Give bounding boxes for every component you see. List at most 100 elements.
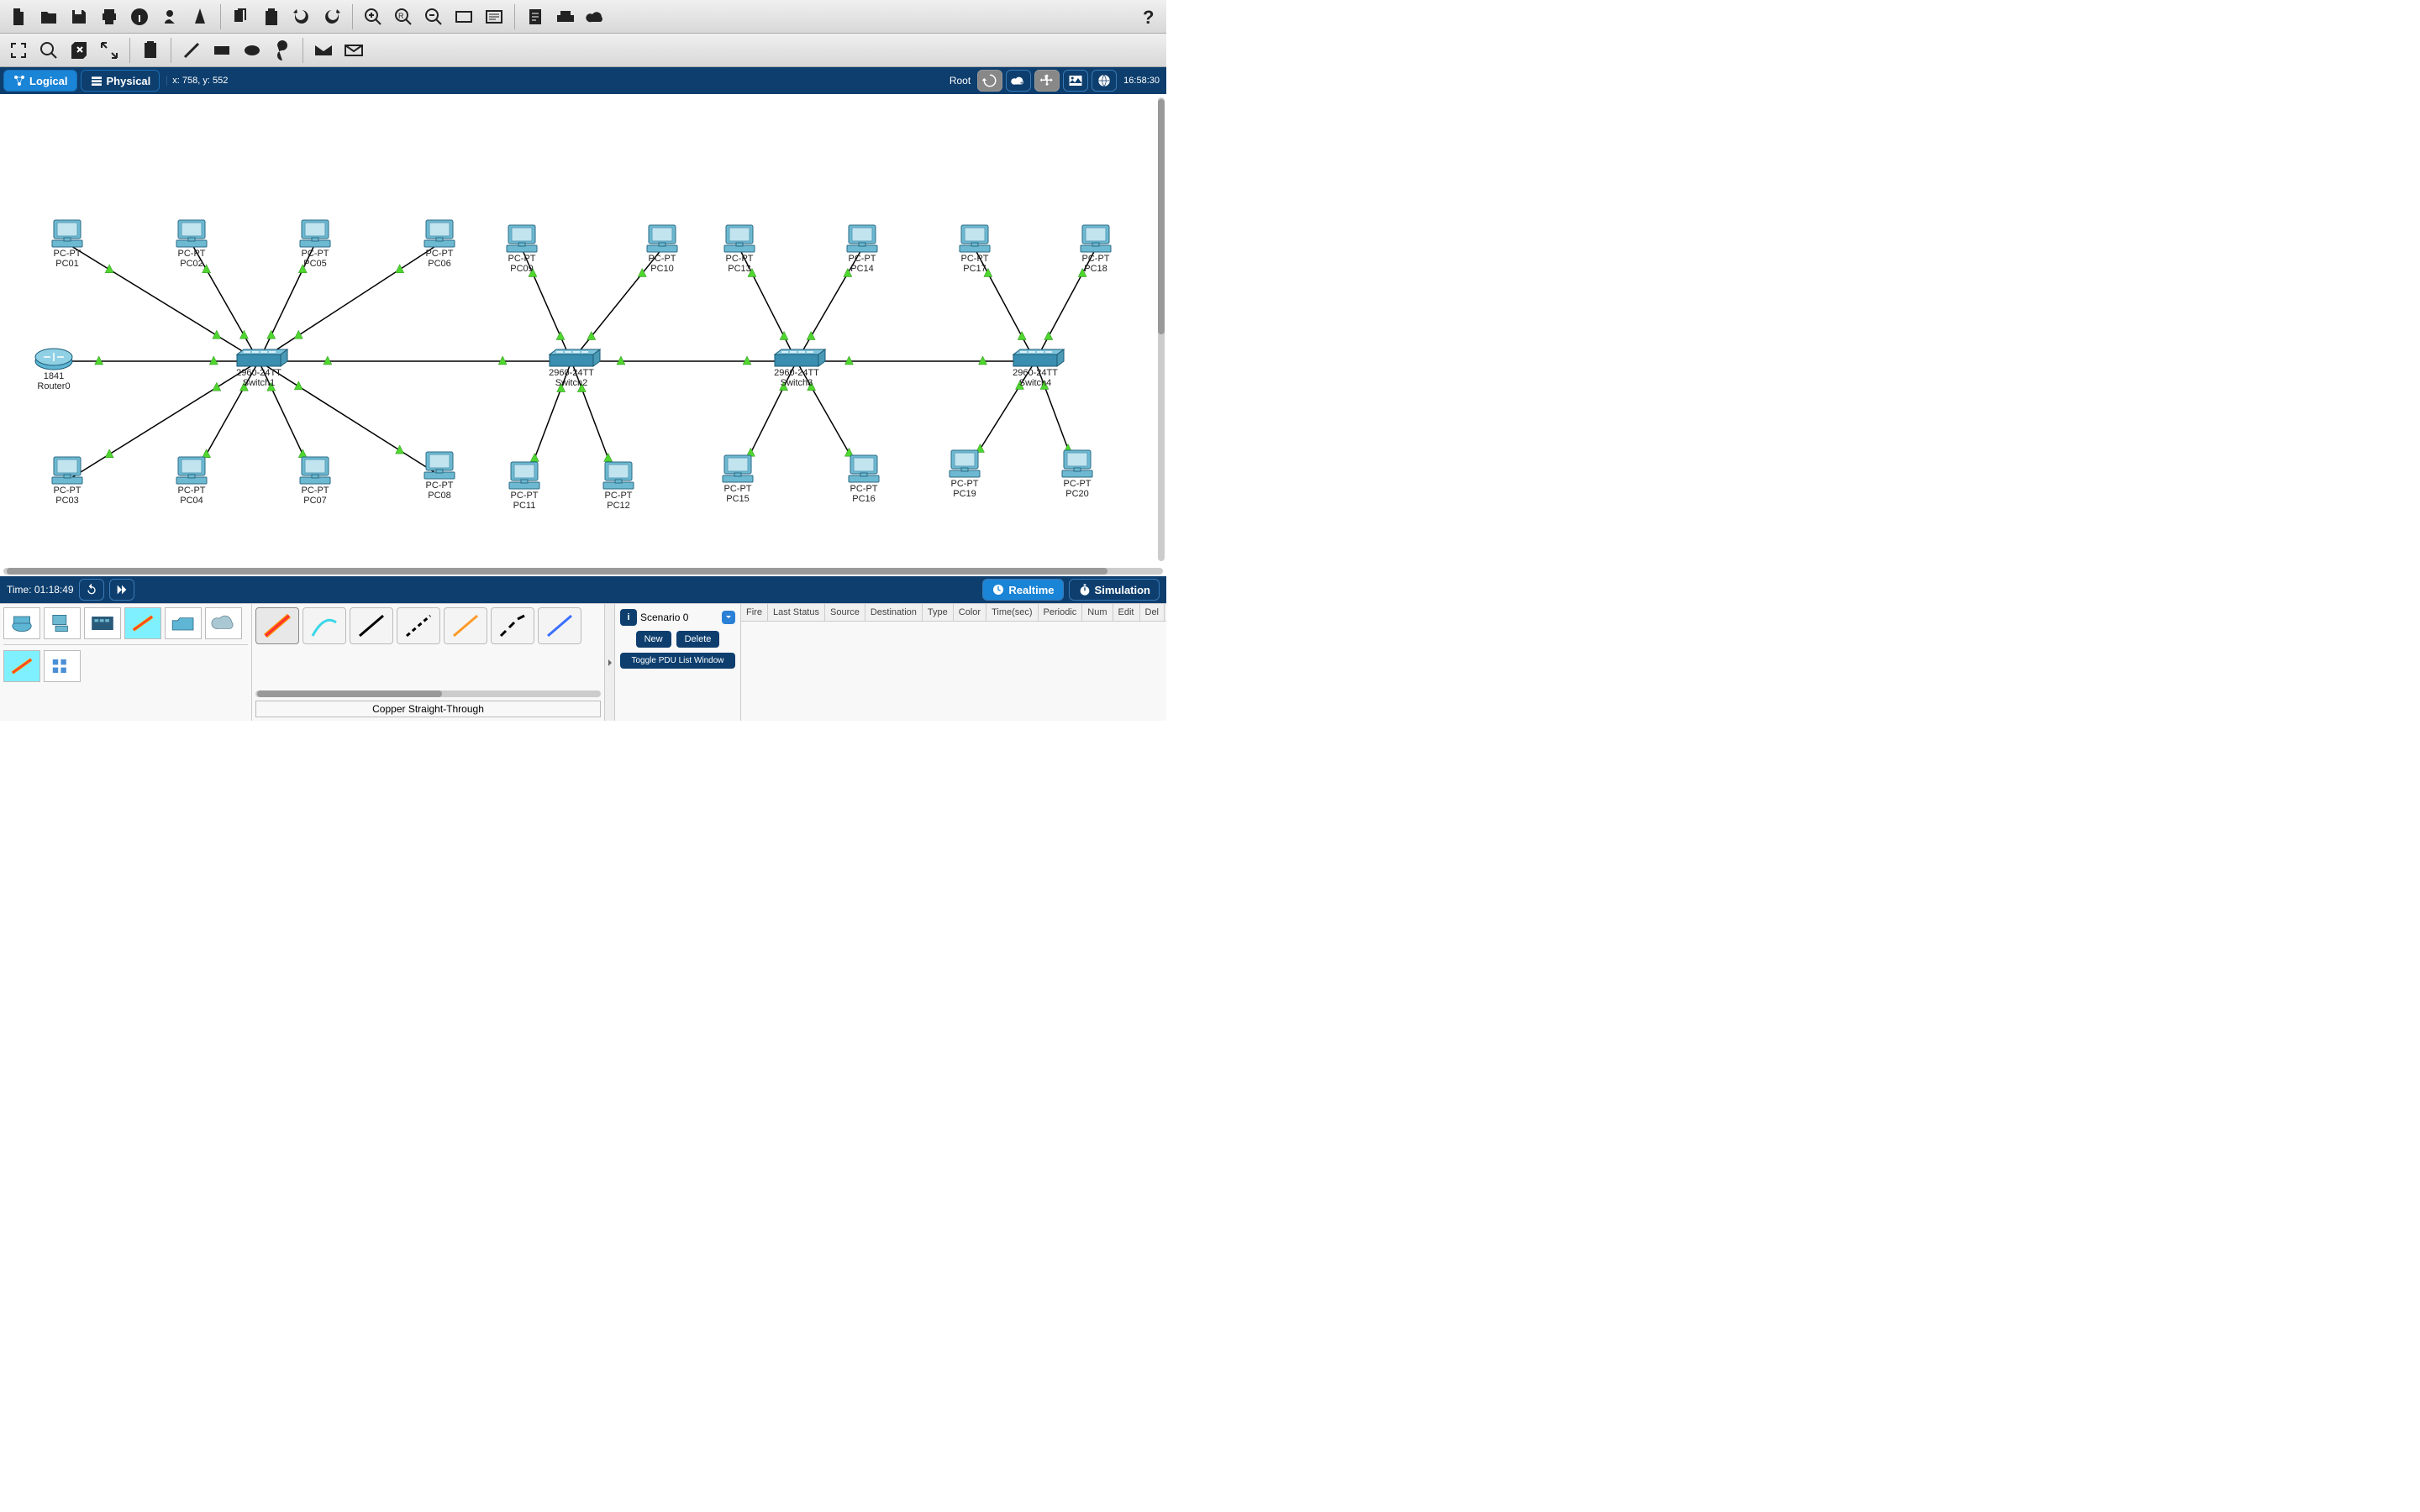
drawing-palette-icon[interactable] [450, 3, 477, 30]
category-end-devices[interactable] [44, 607, 81, 639]
simple-pdu-icon[interactable] [310, 37, 337, 64]
canvas-scrollbar-vertical-thumb[interactable] [1158, 99, 1165, 334]
canvas-scrollbar-horizontal[interactable] [3, 568, 1163, 575]
scenario-dropdown[interactable] [722, 611, 735, 624]
fast-forward-button[interactable] [109, 579, 134, 601]
scenario-info-icon[interactable]: i [620, 609, 637, 626]
pdu-column-header[interactable]: Source [825, 604, 865, 621]
reset-sim-button[interactable] [79, 579, 104, 601]
zoom-in-icon[interactable] [360, 3, 387, 30]
device-pc19[interactable] [950, 450, 980, 477]
device-pc12[interactable] [603, 462, 634, 489]
custom-devices-icon[interactable] [481, 3, 508, 30]
device-pc16[interactable] [849, 455, 879, 482]
complex-pdu-icon[interactable] [340, 37, 367, 64]
device-sw2[interactable] [550, 349, 600, 366]
save-file-icon[interactable] [66, 3, 92, 30]
simulation-tab[interactable]: Simulation [1069, 579, 1160, 601]
undo-icon[interactable] [288, 3, 315, 30]
device-pc14[interactable] [847, 225, 877, 252]
nav-back-button[interactable] [977, 70, 1002, 92]
device-pc05[interactable] [300, 220, 330, 247]
category-connections[interactable] [124, 607, 161, 639]
canvas-scrollbar-horizontal-thumb[interactable] [7, 568, 1107, 575]
paste-icon[interactable] [187, 3, 213, 30]
delete-icon[interactable] [66, 37, 92, 64]
connection-copper-cross[interactable] [397, 607, 440, 644]
draw-ellipse-icon[interactable] [239, 37, 266, 64]
nav-viewport-button[interactable] [1092, 70, 1117, 92]
device-pc11[interactable] [509, 462, 539, 489]
device-sw4[interactable] [1013, 349, 1064, 366]
device-pc02[interactable] [176, 220, 207, 247]
notes-icon[interactable] [522, 3, 549, 30]
keyboard-icon[interactable] [552, 3, 579, 30]
copy-icon[interactable] [156, 3, 183, 30]
nav-cluster-button[interactable]: + [1006, 70, 1031, 92]
print-icon[interactable] [96, 3, 123, 30]
activity-wizard-icon[interactable] [126, 3, 153, 30]
pdu-column-header[interactable]: Last Status [768, 604, 825, 621]
pdu-column-header[interactable]: Num [1082, 604, 1113, 621]
connection-phone[interactable] [491, 607, 534, 644]
device-pc06[interactable] [424, 220, 455, 247]
draw-rect-icon[interactable] [208, 37, 235, 64]
workspace-canvas[interactable]: 1841Router02960-24TTSwitch12960-24TTSwit… [0, 94, 1166, 568]
device-pc01[interactable] [52, 220, 82, 247]
new-file-icon[interactable] [5, 3, 32, 30]
select-icon[interactable] [5, 37, 32, 64]
nav-background-button[interactable] [1063, 70, 1088, 92]
open-file-icon[interactable] [35, 3, 62, 30]
device-pc18[interactable] [1081, 225, 1111, 252]
device-pc10[interactable] [647, 225, 677, 252]
device-pc13[interactable] [724, 225, 755, 252]
device-pc09[interactable] [507, 225, 537, 252]
category-components[interactable] [84, 607, 121, 639]
device-pc15[interactable] [723, 455, 753, 482]
pdu-column-header[interactable]: Time(sec) [986, 604, 1038, 621]
pdu-column-header[interactable]: Destination [865, 604, 923, 621]
category-multiuser[interactable] [205, 607, 242, 639]
device-sw3[interactable] [775, 349, 825, 366]
pdu-column-header[interactable]: Type [923, 604, 954, 621]
connection-scrollbar-thumb[interactable] [257, 690, 442, 697]
inspect-icon[interactable] [35, 37, 62, 64]
device-pc20[interactable] [1062, 450, 1092, 477]
connection-auto[interactable] [255, 607, 299, 644]
zoom-out-icon[interactable] [420, 3, 447, 30]
resize-icon[interactable] [96, 37, 123, 64]
subcategory-connections[interactable] [3, 650, 40, 682]
new-scenario-button[interactable]: New [636, 631, 671, 648]
toggle-pdu-list-button[interactable]: Toggle PDU List Window [620, 653, 735, 669]
draw-freeform-icon[interactable] [269, 37, 296, 64]
connection-coaxial[interactable] [538, 607, 581, 644]
pdu-column-header[interactable]: Edit [1113, 604, 1140, 621]
canvas-scrollbar-vertical[interactable] [1158, 97, 1165, 561]
connection-console[interactable] [302, 607, 346, 644]
connection-scrollbar[interactable] [255, 690, 601, 697]
pdu-column-header[interactable]: Del [1140, 604, 1165, 621]
device-pc08[interactable] [424, 452, 455, 479]
copy-doc-icon[interactable] [228, 3, 255, 30]
device-pc17[interactable] [960, 225, 990, 252]
paste-doc-icon[interactable] [258, 3, 285, 30]
realtime-tab[interactable]: Realtime [982, 579, 1063, 601]
category-miscellaneous[interactable] [165, 607, 202, 639]
device-pc03[interactable] [52, 457, 82, 484]
device-pc07[interactable] [300, 457, 330, 484]
help-icon[interactable]: ? [1134, 3, 1161, 30]
device-sw1[interactable] [237, 349, 287, 366]
category-network-devices[interactable] [3, 607, 40, 639]
nav-move-button[interactable] [1034, 70, 1060, 92]
device-router0[interactable] [35, 349, 72, 370]
logical-tab[interactable]: Logical [3, 70, 77, 92]
subcategory-grid[interactable] [44, 650, 81, 682]
expand-handle[interactable] [605, 604, 615, 721]
cloud-icon[interactable] [582, 3, 609, 30]
pdu-column-header[interactable]: Periodic [1039, 604, 1083, 621]
device-pc04[interactable] [176, 457, 207, 484]
connection-copper-straight[interactable] [350, 607, 393, 644]
pdu-column-header[interactable]: Color [954, 604, 986, 621]
pdu-column-header[interactable]: Fire [741, 604, 768, 621]
zoom-reset-icon[interactable]: R [390, 3, 417, 30]
